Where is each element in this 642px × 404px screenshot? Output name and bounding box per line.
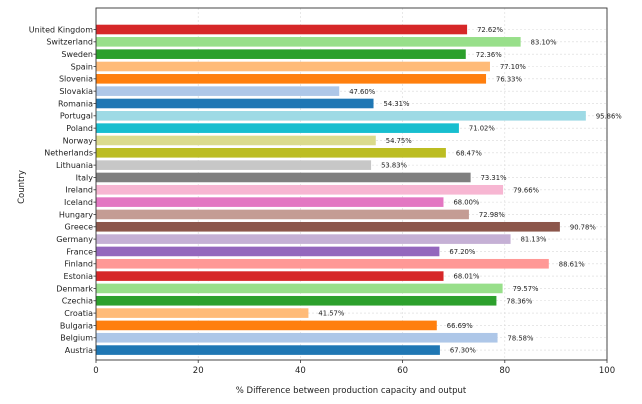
data-label: 79.66% [513, 186, 539, 194]
data-label: 90.78% [570, 223, 596, 231]
y-tick-label: Hungary [59, 210, 93, 219]
y-tick-label: Austria [65, 346, 93, 355]
bar [96, 308, 309, 318]
bar [96, 37, 521, 47]
bar-series [96, 24, 586, 355]
y-tick-label: Iceland [64, 198, 93, 207]
y-tick-label: Slovakia [59, 87, 93, 96]
data-label: 53.83% [381, 162, 407, 170]
bar [96, 135, 376, 146]
bar [96, 246, 440, 257]
bar [96, 98, 374, 109]
y-tick-label: Greece [65, 223, 94, 232]
bar [96, 148, 446, 158]
bar [96, 197, 444, 207]
data-label: 73.31% [481, 174, 507, 182]
bar [96, 295, 497, 306]
y-tick-label: United Kingdom [29, 25, 93, 34]
y-tick-label: Netherlands [44, 149, 93, 158]
bar [96, 24, 468, 35]
bar [96, 271, 444, 281]
y-axis-label: Country [17, 170, 27, 204]
data-label: 66.69% [447, 322, 473, 330]
bar [96, 184, 504, 195]
data-label: 54.75% [386, 137, 412, 145]
data-label: 72.98% [479, 211, 505, 219]
bar [96, 123, 459, 133]
y-tick-labels: United Kingdom Switzerland Sweden Spain Slov… [29, 25, 94, 355]
data-label: 77.10% [500, 63, 526, 71]
y-tick-label: Ireland [65, 186, 93, 195]
x-tick-labels: 0 20 40 60 80 100 [93, 366, 615, 376]
y-tick-label: Slovenia [59, 75, 93, 84]
data-label: 88.61% [559, 260, 585, 268]
data-label: 79.57% [513, 285, 539, 293]
y-tick-label: Estonia [64, 272, 94, 281]
x-tick-label: 20 [193, 366, 204, 376]
data-label: 72.36% [476, 51, 502, 59]
bar [96, 111, 586, 121]
data-label: 68.01% [454, 273, 480, 281]
y-tick-label: Denmark [56, 284, 93, 293]
y-tick-label: Croatia [64, 309, 93, 318]
data-label: 41.57% [318, 310, 344, 318]
data-label: 47.60% [349, 88, 375, 96]
data-labels: 72.62% 83.10% 72.36% 77.10% 76.33% 47.60% 54.3… [318, 26, 622, 355]
y-tick-label: Sweden [61, 50, 93, 59]
y-tick-label: Romania [58, 99, 93, 108]
data-label: 78.36% [506, 297, 532, 305]
x-tick-label: 80 [499, 366, 510, 376]
data-label: 83.10% [531, 38, 557, 46]
x-tick-label: 100 [599, 366, 615, 376]
x-axis-label: % Difference between production capacity… [236, 386, 467, 396]
bar [96, 86, 340, 96]
data-label: 76.33% [496, 75, 522, 83]
plot-frame [95, 7, 608, 361]
y-tick-label: Switzerland [46, 38, 93, 47]
y-tick-label: Finland [64, 260, 93, 269]
bar [96, 234, 511, 244]
y-tick-label: France [66, 247, 93, 256]
y-tick-label: Germany [56, 235, 93, 244]
bar [96, 49, 466, 59]
x-tick-label: 60 [397, 366, 408, 376]
bar [96, 160, 372, 170]
bar [96, 221, 560, 232]
bar [96, 320, 437, 331]
y-tick-label: Czechia [62, 297, 93, 306]
axes-frame [93, 7, 608, 363]
bar [96, 332, 498, 343]
bar [96, 74, 487, 84]
y-tick-label: Poland [66, 124, 93, 133]
grid-lines [95, 8, 608, 360]
y-tick-label: Italy [76, 173, 94, 182]
data-label: 67.20% [449, 248, 475, 256]
x-tick-label: 0 [93, 366, 98, 376]
data-label: 72.62% [477, 26, 503, 34]
bar [96, 209, 469, 220]
data-label: 71.02% [469, 125, 495, 133]
y-tick-label: Lithuania [56, 161, 93, 170]
y-tick-label: Bulgaria [60, 321, 93, 330]
bar [96, 61, 490, 72]
bar [96, 283, 503, 294]
data-label: 68.00% [453, 199, 479, 207]
y-tick-label: Belgium [60, 334, 93, 343]
data-label: 68.47% [456, 149, 482, 157]
data-label: 81.13% [521, 236, 547, 244]
bar [96, 172, 471, 183]
x-tick-label: 40 [295, 366, 306, 376]
y-tick-label: Norway [63, 136, 94, 145]
y-tick-label: Portugal [60, 112, 93, 121]
bar [96, 258, 549, 269]
data-label: 54.31% [384, 100, 410, 108]
y-tick-label: Spain [71, 62, 93, 71]
bar [96, 345, 440, 355]
data-label: 95.86% [596, 112, 622, 120]
data-label: 67.30% [450, 347, 476, 355]
data-label: 78.58% [508, 334, 534, 342]
